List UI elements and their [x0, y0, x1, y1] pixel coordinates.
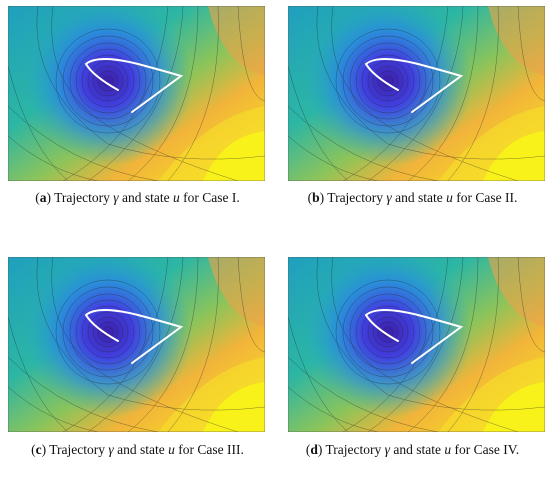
- caption-run: ) Trajectory: [41, 442, 109, 457]
- caption-run: ) Trajectory: [319, 190, 387, 205]
- caption: (d) Trajectory γ and state u for Case IV…: [275, 442, 550, 458]
- caption: (b) Trajectory γ and state u for Case II…: [275, 190, 550, 206]
- caption-run: γ: [113, 190, 119, 205]
- contour-plot: [8, 6, 265, 181]
- caption-run: for Case II.: [452, 190, 518, 205]
- caption-run: a: [39, 190, 47, 205]
- caption-run: (: [31, 442, 36, 457]
- caption-run: (: [35, 190, 40, 205]
- contour-plot: [8, 257, 265, 432]
- caption: (c) Trajectory γ and state u for Case II…: [0, 442, 275, 458]
- caption-run: for Case I.: [179, 190, 240, 205]
- caption-run: and state: [389, 442, 445, 457]
- caption-run: u: [444, 442, 452, 457]
- caption-run: b: [312, 190, 320, 205]
- caption-run: for Case III.: [174, 442, 244, 457]
- caption-run: and state: [391, 190, 447, 205]
- caption-run: γ: [384, 442, 390, 457]
- caption-run: (: [305, 442, 311, 457]
- caption-run: (: [307, 190, 313, 205]
- caption-run: ) Trajectory: [317, 442, 385, 457]
- caption-run: and state: [113, 442, 169, 457]
- caption-run: u: [446, 190, 453, 205]
- caption-run: γ: [108, 442, 114, 457]
- caption-run: γ: [386, 190, 392, 205]
- contour-plot: [288, 257, 545, 432]
- caption-run: u: [172, 190, 180, 205]
- caption-run: and state: [118, 190, 173, 205]
- caption: (a) Trajectory γ and state u for Case I.: [0, 190, 275, 206]
- caption-run: u: [168, 442, 175, 457]
- caption-run: d: [310, 442, 318, 457]
- contour-plot: [288, 6, 545, 181]
- caption-run: ) Trajectory: [46, 190, 114, 205]
- caption-run: c: [35, 442, 42, 457]
- caption-run: for Case IV.: [451, 442, 520, 457]
